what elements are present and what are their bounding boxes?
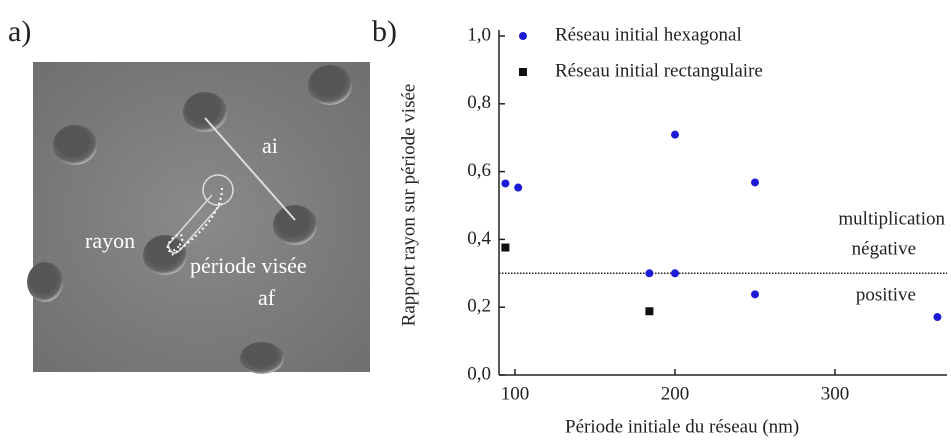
x-axis-label: Période initiale du réseau (nm) [565, 416, 799, 437]
annotation: positive [856, 284, 916, 305]
y-tick-label: 0,2 [467, 296, 491, 317]
panel-label: b) [372, 15, 397, 48]
y-axis-label: Rapport rayon sur période visée [398, 84, 419, 327]
legend-marker [519, 32, 527, 40]
legend-label: Réseau initial rectangulaire [555, 60, 763, 81]
y-tick-label: 1,0 [467, 24, 491, 45]
sem-image [27, 62, 370, 374]
point [501, 179, 510, 188]
point [645, 307, 654, 316]
annotation: rayon [85, 228, 135, 253]
y-tick-label: 0,4 [467, 228, 491, 249]
x-tick-label: 200 [661, 383, 690, 404]
point [645, 269, 654, 278]
y-tick-label: 0,6 [467, 160, 491, 181]
y-tick-label: 0,0 [467, 363, 491, 384]
point [751, 290, 759, 299]
point [501, 243, 510, 252]
legend-marker [519, 68, 527, 76]
annotation: période visée [190, 253, 307, 278]
annotation: ai [262, 133, 278, 158]
annotation: af [258, 285, 276, 310]
annotation: négative [852, 238, 916, 259]
panel-label: a) [8, 15, 31, 48]
y-tick-label: 0,8 [467, 92, 491, 113]
point [671, 130, 679, 139]
point [933, 313, 942, 322]
point [514, 183, 523, 192]
legend-label: Réseau initial hexagonal [555, 24, 742, 45]
x-tick-label: 100 [501, 383, 530, 404]
annotation: multiplication [838, 208, 945, 229]
x-tick-label: 300 [821, 383, 850, 404]
point [671, 269, 679, 278]
point [751, 178, 759, 187]
